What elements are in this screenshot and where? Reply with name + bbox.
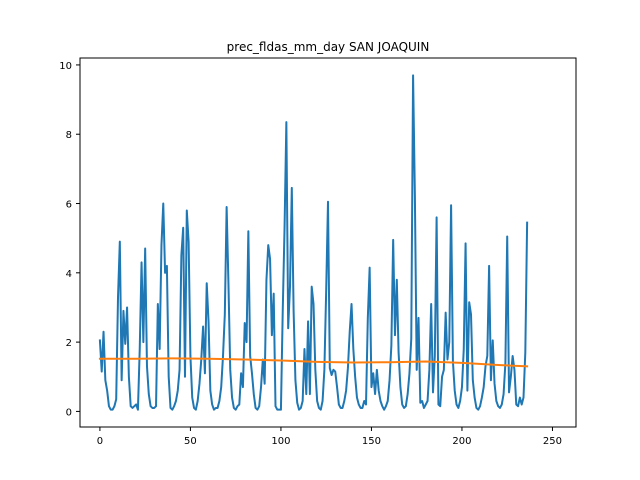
x-tick-label: 50 [184,436,197,447]
plot-area [98,74,529,411]
axes-frame [79,57,577,428]
y-tick-label: 8 [66,130,72,141]
x-tick-label: 150 [362,436,381,447]
y-tick-label: 4 [66,269,72,280]
y-tick-label: 6 [66,200,72,211]
x-tick-label: 100 [271,436,290,447]
series-line-0 [98,74,529,411]
x-tick-label: 0 [97,436,103,447]
x-tick-label: 250 [543,436,562,447]
y-tick-label: 10 [59,61,72,72]
y-tick-label: 0 [66,407,72,418]
series-line-1 [98,357,529,368]
axes: 0 50 100 150 200 250 0 2 4 6 8 10 [59,57,577,447]
chart-title: prec_fldas_mm_day SAN JOAQUIN [227,40,430,54]
y-tick-label: 2 [66,338,72,349]
x-tick-label: 200 [452,436,471,447]
